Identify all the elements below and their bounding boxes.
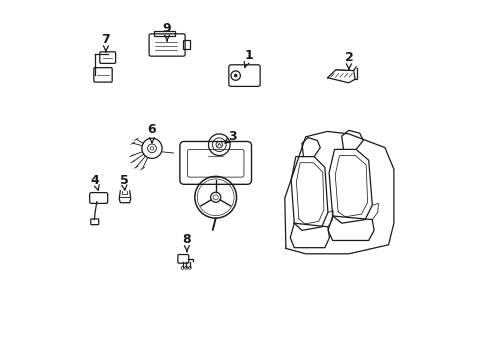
Text: 7: 7: [102, 33, 110, 52]
Circle shape: [234, 74, 237, 77]
Text: 2: 2: [344, 51, 352, 70]
Text: 4: 4: [91, 174, 99, 190]
Text: 6: 6: [147, 123, 156, 143]
Text: 3: 3: [224, 130, 237, 143]
Text: 5: 5: [119, 174, 128, 190]
Bar: [182, 40, 189, 49]
Text: 1: 1: [244, 49, 253, 68]
Text: 8: 8: [182, 233, 191, 252]
Text: 9: 9: [163, 22, 171, 41]
Bar: [153, 31, 175, 36]
